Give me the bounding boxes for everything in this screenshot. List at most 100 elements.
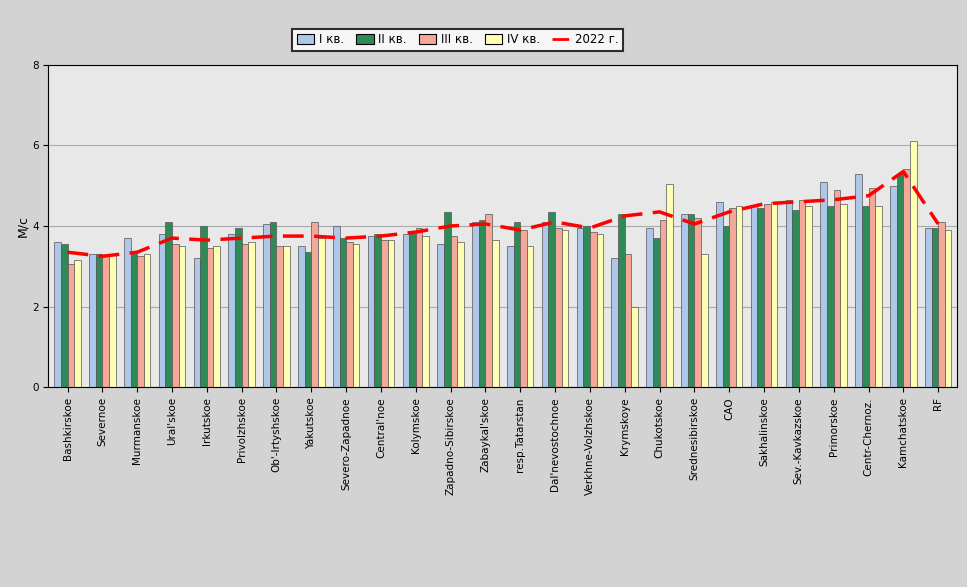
Bar bbox=[298, 246, 305, 387]
Bar bbox=[409, 234, 416, 387]
Bar bbox=[235, 228, 242, 387]
Bar bbox=[270, 222, 277, 387]
Bar bbox=[736, 206, 743, 387]
Bar bbox=[137, 257, 144, 387]
Bar bbox=[862, 206, 868, 387]
Bar bbox=[96, 254, 103, 387]
Bar bbox=[931, 228, 938, 387]
Bar bbox=[910, 141, 917, 387]
Bar bbox=[792, 210, 799, 387]
Bar bbox=[653, 238, 659, 387]
Bar bbox=[263, 224, 270, 387]
Bar bbox=[228, 234, 235, 387]
Bar bbox=[681, 214, 688, 387]
Bar bbox=[103, 257, 109, 387]
Bar bbox=[555, 228, 562, 387]
Bar bbox=[548, 212, 555, 387]
Bar bbox=[903, 170, 910, 387]
Bar bbox=[583, 226, 590, 387]
Legend: I кв., II кв., III кв., IV кв., 2022 г.: I кв., II кв., III кв., IV кв., 2022 г. bbox=[292, 29, 623, 51]
Bar bbox=[423, 236, 429, 387]
Bar bbox=[875, 206, 882, 387]
Bar bbox=[750, 206, 757, 387]
Bar bbox=[68, 264, 74, 387]
Bar bbox=[618, 214, 625, 387]
Bar bbox=[855, 174, 862, 387]
Bar bbox=[61, 244, 68, 387]
Bar bbox=[896, 174, 903, 387]
Bar bbox=[388, 240, 395, 387]
Bar bbox=[688, 214, 694, 387]
Bar bbox=[249, 242, 255, 387]
Bar bbox=[381, 240, 388, 387]
Bar bbox=[590, 232, 597, 387]
Bar bbox=[722, 226, 729, 387]
Bar bbox=[666, 184, 673, 387]
Bar bbox=[305, 252, 311, 387]
Bar bbox=[625, 254, 631, 387]
Bar bbox=[820, 181, 827, 387]
Bar bbox=[333, 226, 339, 387]
Bar bbox=[172, 244, 179, 387]
Bar bbox=[374, 234, 381, 387]
Bar bbox=[938, 222, 945, 387]
Bar bbox=[444, 212, 451, 387]
Bar bbox=[729, 208, 736, 387]
Bar bbox=[318, 238, 325, 387]
Bar bbox=[945, 230, 952, 387]
Bar bbox=[890, 185, 896, 387]
Bar bbox=[925, 228, 931, 387]
Bar bbox=[527, 246, 534, 387]
Bar bbox=[576, 228, 583, 387]
Bar bbox=[611, 258, 618, 387]
Bar bbox=[785, 200, 792, 387]
Bar bbox=[451, 236, 457, 387]
Bar bbox=[416, 228, 423, 387]
Bar bbox=[165, 222, 172, 387]
Bar bbox=[207, 248, 214, 387]
Bar bbox=[646, 228, 653, 387]
Bar bbox=[562, 230, 569, 387]
Bar bbox=[771, 202, 777, 387]
Bar bbox=[144, 254, 151, 387]
Bar bbox=[507, 246, 513, 387]
Bar bbox=[542, 222, 548, 387]
Bar bbox=[311, 222, 318, 387]
Bar bbox=[214, 246, 220, 387]
Bar bbox=[799, 200, 806, 387]
Bar bbox=[694, 218, 701, 387]
Bar bbox=[89, 254, 96, 387]
Bar bbox=[367, 236, 374, 387]
Bar bbox=[764, 204, 771, 387]
Bar bbox=[492, 240, 499, 387]
Bar bbox=[242, 244, 249, 387]
Bar bbox=[485, 214, 492, 387]
Bar bbox=[520, 230, 527, 387]
Bar bbox=[402, 234, 409, 387]
Bar bbox=[479, 220, 485, 387]
Bar bbox=[437, 244, 444, 387]
Bar bbox=[757, 208, 764, 387]
Bar bbox=[806, 206, 812, 387]
Bar bbox=[283, 246, 290, 387]
Bar bbox=[54, 242, 61, 387]
Bar bbox=[193, 258, 200, 387]
Bar bbox=[834, 190, 840, 387]
Bar bbox=[339, 238, 346, 387]
Bar bbox=[597, 234, 603, 387]
Bar bbox=[868, 188, 875, 387]
Bar bbox=[631, 306, 638, 387]
Bar bbox=[472, 222, 479, 387]
Bar bbox=[457, 242, 464, 387]
Bar bbox=[200, 226, 207, 387]
Bar bbox=[346, 242, 353, 387]
Bar bbox=[131, 254, 137, 387]
Bar bbox=[277, 246, 283, 387]
Bar bbox=[74, 260, 80, 387]
Bar bbox=[513, 222, 520, 387]
Bar bbox=[827, 206, 834, 387]
Bar bbox=[716, 202, 722, 387]
Bar bbox=[109, 254, 116, 387]
Bar bbox=[840, 204, 847, 387]
Bar bbox=[159, 234, 165, 387]
